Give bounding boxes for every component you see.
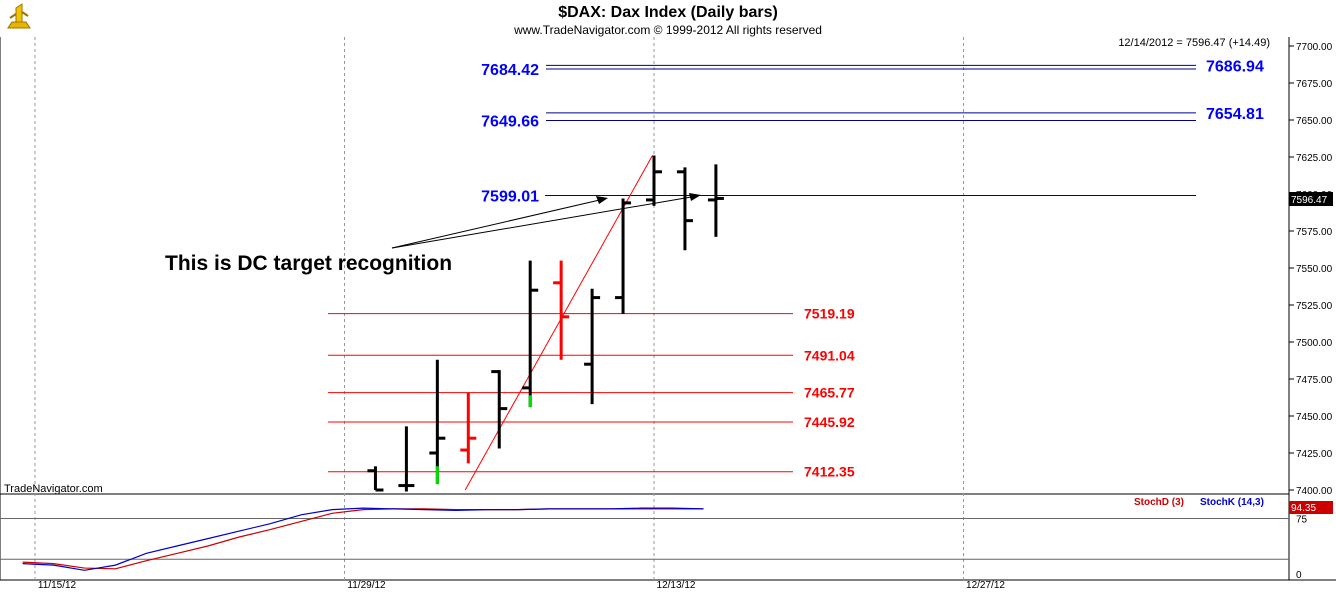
y-tick-label-1: 7675.00 xyxy=(1296,79,1333,90)
trendline xyxy=(464,155,653,491)
stoch-value-tag-text: 94.35 xyxy=(1291,503,1316,514)
y-tick-label-6: 7550.00 xyxy=(1296,264,1333,275)
tradenavigator-logo-icon xyxy=(7,3,31,29)
bar-3 xyxy=(460,392,477,464)
bar-7 xyxy=(584,288,601,405)
red-level-label-2: 7465.77 xyxy=(804,385,855,401)
trendline-line xyxy=(464,155,653,491)
last-value-label: 12/14/2012 = 7596.47 (+14.49) xyxy=(1118,37,1270,49)
red-level-label-1: 7491.04 xyxy=(804,347,855,363)
x-tick-label-3: 12/27/12 xyxy=(966,580,1005,591)
red-level-label-0: 7519.19 xyxy=(804,306,855,322)
bar-11 xyxy=(707,164,724,237)
x-tick-label-0: 11/15/12 xyxy=(38,580,77,591)
y-tick-label-8: 7500.00 xyxy=(1296,338,1333,349)
price-bars xyxy=(367,155,724,492)
stoch-value-tag: 94.35 xyxy=(1289,501,1333,514)
y-tick-label-7: 7525.00 xyxy=(1296,301,1333,312)
chart-title: $DAX: Dax Index (Daily bars) xyxy=(558,4,778,21)
stoch-y-tick-label-0: 75 xyxy=(1296,515,1308,526)
bar-8 xyxy=(615,198,632,314)
bar-6 xyxy=(553,260,570,360)
y-tick-label-2: 7650.00 xyxy=(1296,116,1333,127)
stoch-y-tick-label-1: 0 xyxy=(1296,570,1302,581)
y-tick-label-11: 7425.00 xyxy=(1296,449,1333,460)
stochk-line xyxy=(22,507,704,571)
annotation-arrows xyxy=(391,193,701,249)
x-tick-label-2: 12/13/12 xyxy=(657,580,696,591)
y-tick-label-12: 7400.00 xyxy=(1296,486,1333,497)
vertical-gridlines xyxy=(34,37,964,580)
bar-9 xyxy=(646,155,662,206)
bar-4 xyxy=(491,370,508,449)
legend-stochd: StochD (3) xyxy=(1134,497,1184,508)
bar-2 xyxy=(429,359,446,485)
last-price-tag-text: 7596.47 xyxy=(1291,195,1328,206)
y-tick-label-3: 7625.00 xyxy=(1296,153,1333,164)
blue-level-label-0: 7684.42 xyxy=(481,62,539,79)
red-level-label-3: 7445.92 xyxy=(804,414,855,430)
bar-1 xyxy=(398,426,415,492)
y-tick-label-10: 7450.00 xyxy=(1296,412,1333,423)
y-tick-label-5: 7575.00 xyxy=(1296,227,1333,238)
bar-0 xyxy=(367,466,384,492)
chart-subtitle: www.TradeNavigator.com © 1999-2012 All r… xyxy=(513,23,822,37)
y-tick-label-9: 7475.00 xyxy=(1296,375,1333,386)
bar-10 xyxy=(676,167,693,251)
stochastic-panel xyxy=(0,507,1289,571)
bar-5 xyxy=(522,260,539,408)
last-price-tag: 7596.47 xyxy=(1289,192,1333,206)
legend-stochk: StochK (14,3) xyxy=(1200,497,1264,508)
x-tick-label-1: 11/29/12 xyxy=(347,580,386,591)
annotation-text: This is DC target recognition xyxy=(165,252,452,275)
blue-level-label-2: 7649.66 xyxy=(481,114,539,131)
blue-level-label-1: 7686.94 xyxy=(1206,58,1264,75)
red-level-label-4: 7412.35 xyxy=(804,464,855,480)
y-tick-label-0: 7700.00 xyxy=(1296,42,1333,53)
target-levels: 7684.42 7686.94 7649.66 7654.81 7599.01 7519.… xyxy=(328,58,1264,480)
blue-level-label-4: 7599.01 xyxy=(481,188,539,205)
blue-level-label-3: 7654.81 xyxy=(1206,106,1264,123)
watermark: TradeNavigator.com xyxy=(4,483,103,495)
